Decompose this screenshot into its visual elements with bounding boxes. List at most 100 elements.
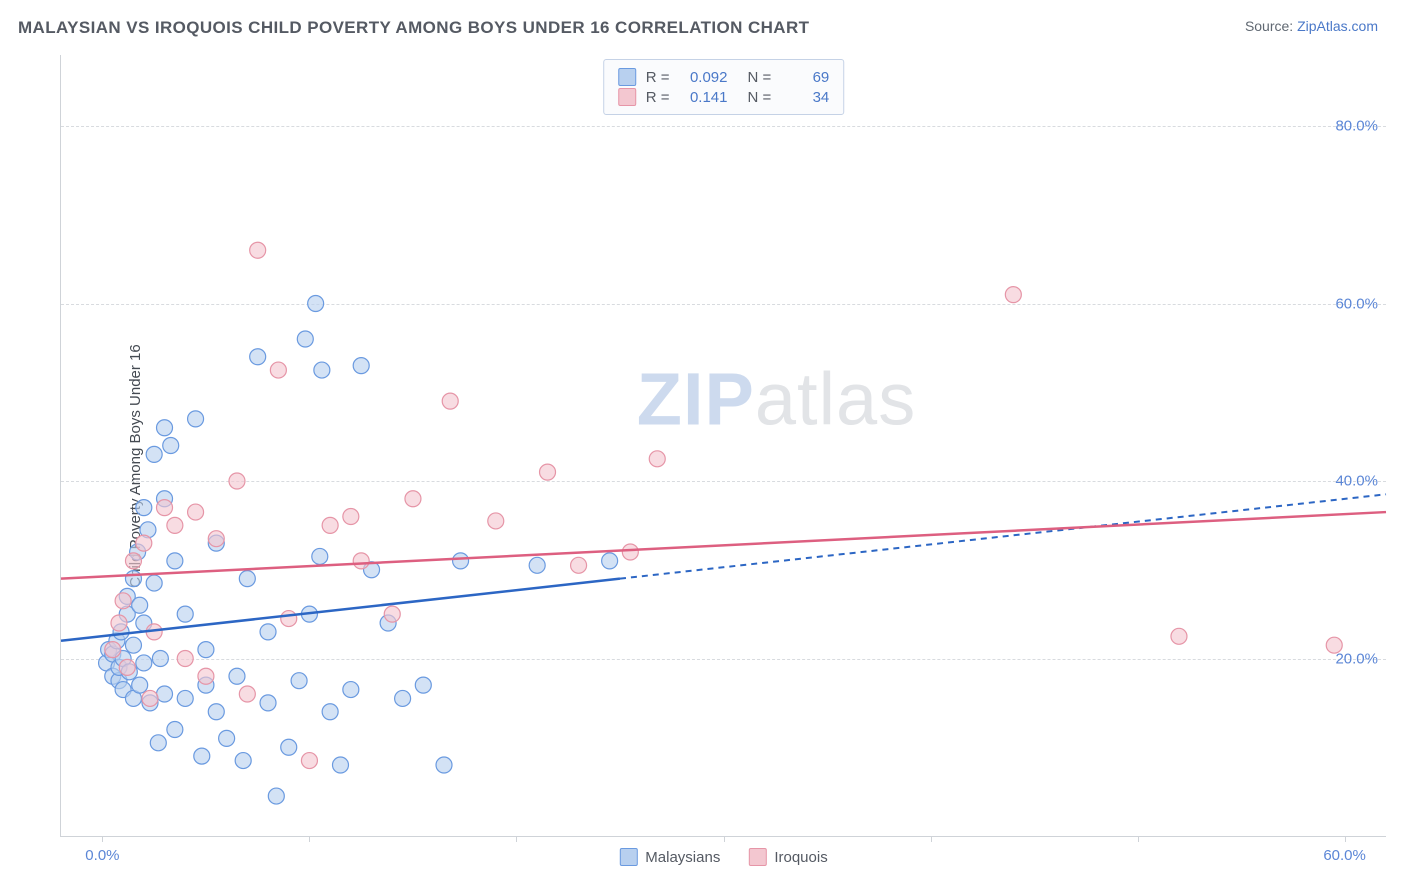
source-link[interactable]: ZipAtlas.com — [1297, 18, 1378, 34]
legend-swatch-blue-icon — [619, 848, 637, 866]
plot-area: ZIPatlas R = 0.092 N = 69 R = 0.141 N = … — [60, 55, 1386, 837]
legend-swatch-pink-icon — [748, 848, 766, 866]
scatter-point — [1171, 628, 1187, 644]
scatter-point — [436, 757, 452, 773]
scatter-point — [239, 571, 255, 587]
scatter-point — [167, 553, 183, 569]
stats-legend: R = 0.092 N = 69 R = 0.141 N = 34 — [603, 59, 845, 115]
scatter-point — [332, 757, 348, 773]
scatter-point — [194, 748, 210, 764]
scatter-point — [622, 544, 638, 560]
scatter-point — [571, 557, 587, 573]
scatter-point — [115, 593, 131, 609]
scatter-point — [343, 509, 359, 525]
scatter-point — [353, 553, 369, 569]
n-label-2: N = — [748, 89, 772, 106]
scatter-point — [353, 358, 369, 374]
scatter-point — [229, 668, 245, 684]
scatter-point — [177, 606, 193, 622]
scatter-point — [602, 553, 618, 569]
scatter-point — [322, 704, 338, 720]
scatter-point — [198, 668, 214, 684]
scatter-point — [188, 504, 204, 520]
plot-svg — [61, 55, 1386, 836]
scatter-point — [250, 242, 266, 258]
scatter-point — [146, 575, 162, 591]
scatter-point — [314, 362, 330, 378]
scatter-point — [239, 686, 255, 702]
y-tick-label: 20.0% — [1335, 650, 1378, 667]
scatter-point — [649, 451, 665, 467]
legend-item-2: Iroquois — [748, 848, 827, 866]
stats-legend-row-2: R = 0.141 N = 34 — [618, 88, 830, 106]
scatter-point — [177, 651, 193, 667]
scatter-point — [132, 597, 148, 613]
scatter-point — [260, 624, 276, 640]
r-value-1: 0.092 — [680, 69, 728, 86]
legend-label-1: Malaysians — [645, 849, 720, 866]
y-tick-label: 80.0% — [1335, 118, 1378, 135]
scatter-point — [488, 513, 504, 529]
scatter-point — [270, 362, 286, 378]
scatter-point — [157, 686, 173, 702]
r-label-1: R = — [646, 69, 670, 86]
scatter-point — [136, 500, 152, 516]
scatter-point — [188, 411, 204, 427]
swatch-pink-icon — [618, 88, 636, 106]
scatter-point — [281, 611, 297, 627]
scatter-point — [198, 642, 214, 658]
scatter-point — [152, 651, 168, 667]
scatter-point — [163, 438, 179, 454]
scatter-point — [297, 331, 313, 347]
stats-legend-row-1: R = 0.092 N = 69 — [618, 68, 830, 86]
scatter-point — [291, 673, 307, 689]
scatter-point — [343, 682, 359, 698]
scatter-point — [312, 548, 328, 564]
x-tick-label: 0.0% — [85, 847, 119, 864]
scatter-point — [208, 704, 224, 720]
regression-line-extrapolated — [620, 494, 1386, 578]
scatter-point — [281, 739, 297, 755]
n-value-1: 69 — [781, 69, 829, 86]
n-label-1: N = — [748, 69, 772, 86]
n-value-2: 34 — [781, 89, 829, 106]
scatter-point — [136, 655, 152, 671]
scatter-point — [105, 642, 121, 658]
scatter-point — [229, 473, 245, 489]
scatter-point — [119, 659, 135, 675]
scatter-point — [384, 606, 400, 622]
scatter-point — [268, 788, 284, 804]
x-tick-label: 60.0% — [1323, 847, 1366, 864]
scatter-point — [250, 349, 266, 365]
scatter-point — [1005, 287, 1021, 303]
source-prefix: Source: — [1245, 18, 1297, 34]
scatter-point — [167, 722, 183, 738]
scatter-point — [125, 637, 141, 653]
scatter-point — [322, 517, 338, 533]
r-label-2: R = — [646, 89, 670, 106]
scatter-point — [301, 753, 317, 769]
swatch-blue-icon — [618, 68, 636, 86]
y-tick-label: 60.0% — [1335, 295, 1378, 312]
source-attribution: Source: ZipAtlas.com — [1245, 18, 1378, 34]
scatter-point — [453, 553, 469, 569]
scatter-point — [395, 690, 411, 706]
scatter-point — [405, 491, 421, 507]
scatter-point — [540, 464, 556, 480]
scatter-point — [157, 420, 173, 436]
series-legend: Malaysians Iroquois — [619, 848, 827, 866]
scatter-point — [132, 677, 148, 693]
legend-item-1: Malaysians — [619, 848, 720, 866]
legend-label-2: Iroquois — [774, 849, 827, 866]
scatter-point — [111, 615, 127, 631]
scatter-point — [308, 296, 324, 312]
scatter-point — [260, 695, 276, 711]
scatter-point — [146, 446, 162, 462]
chart-title: MALAYSIAN VS IROQUOIS CHILD POVERTY AMON… — [18, 18, 809, 38]
scatter-point — [150, 735, 166, 751]
header: MALAYSIAN VS IROQUOIS CHILD POVERTY AMON… — [0, 0, 1406, 46]
scatter-point — [125, 553, 141, 569]
y-tick-label: 40.0% — [1335, 473, 1378, 490]
scatter-point — [415, 677, 431, 693]
scatter-point — [529, 557, 545, 573]
